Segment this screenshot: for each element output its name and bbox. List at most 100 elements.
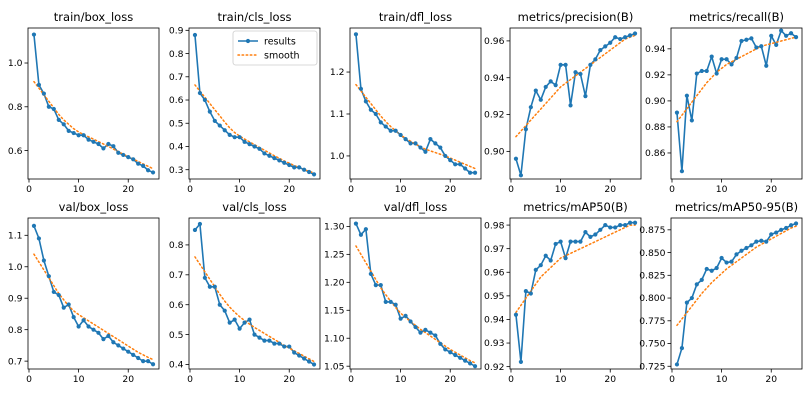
chart-metrics-map50-95-b-xtick-label: 10 — [716, 374, 728, 385]
chart-train-dfl-loss-results-point — [383, 124, 388, 129]
chart-metrics-map50-b-ytick-label: 0.96 — [484, 267, 505, 278]
chart-metrics-map50-b-results-point — [578, 239, 583, 244]
chart-train-box-loss-results-point — [101, 146, 106, 151]
chart-val-cls-loss-results-point — [287, 344, 292, 349]
chart-train-box-loss-results-point — [141, 163, 146, 168]
chart-val-box-loss-results-point — [51, 289, 56, 295]
chart-train-dfl-loss-xtick-label: 20 — [444, 184, 456, 195]
chart-val-dfl-loss-results-point — [383, 299, 388, 304]
chart-train-box-loss-results-line — [33, 34, 154, 174]
chart-train-dfl-loss-smooth-line — [355, 83, 476, 170]
chart-metrics-recall-b-ytick-label: 0.92 — [645, 70, 665, 81]
chart-val-dfl-loss-ytick-label: 1.20 — [324, 278, 345, 289]
chart-metrics-map50-95-b-axes-frame — [670, 217, 803, 370]
chart-val-dfl-loss-results-point — [378, 283, 383, 288]
chart-train-cls-loss-results-point — [252, 144, 257, 149]
chart-metrics-map50-95-b-results-point — [744, 245, 749, 251]
chart-metrics-precision-b-ytick-label: 0.90 — [484, 147, 505, 158]
chart-val-dfl-loss-results-point — [428, 330, 433, 335]
chart-metrics-precision-b-xtick-label: 0 — [508, 184, 514, 195]
chart-val-dfl-loss-results-point — [472, 364, 478, 369]
chart-metrics-recall-b-results-point — [764, 63, 769, 68]
chart-train-dfl-loss-results-point — [398, 132, 403, 138]
chart-metrics-recall-b-ytick-label: 0.94 — [645, 44, 666, 55]
chart-val-dfl-loss-xtick-label: 0 — [348, 374, 354, 385]
chart-val-box-loss-results-point — [56, 292, 61, 298]
chart-train-cls-loss-results-point — [292, 165, 297, 170]
chart-train-box-loss-results-point — [61, 122, 66, 127]
chart-metrics-precision-b-results-point — [523, 127, 528, 132]
chart-train-dfl-loss-results-point — [467, 170, 473, 175]
chart-metrics-map50-b-results-point — [538, 263, 543, 268]
chart-train-dfl-loss-ytick-label: 1.1 — [330, 109, 345, 120]
chart-metrics-map50-b-ytick-label: 0.97 — [484, 244, 505, 255]
chart-train-cls-loss-results-point — [311, 172, 317, 177]
chart-train-dfl-loss-results-point — [438, 145, 443, 150]
chart-train-dfl-loss-results-point — [453, 162, 458, 167]
chart-train-cls-loss-results-point — [207, 109, 212, 114]
chart-train-dfl-loss: train/dfl_loss 0 10 20 1.0 1.1 1.2 — [330, 10, 482, 195]
chart-train-dfl-loss-results-point — [378, 120, 383, 125]
chart-metrics-precision-b-results-point — [518, 173, 524, 178]
chart-val-cls-loss-results-point — [192, 227, 198, 233]
chart-metrics-map50-95-b-results-point — [739, 248, 744, 253]
chart-val-box-loss-results-point — [150, 362, 156, 367]
chart-metrics-precision-b-results-point — [583, 94, 588, 99]
chart-metrics-map50-95-b-results-line — [676, 222, 797, 365]
chart-metrics-map50-95-b-results-point — [679, 345, 685, 351]
chart-train-dfl-loss-results-point — [418, 145, 423, 150]
chart-train-dfl-loss-plot-area — [353, 32, 478, 175]
chart-val-dfl-loss-results-point — [368, 271, 373, 277]
chart-train-cls-loss-results-point — [222, 128, 227, 133]
chart-metrics-precision-b-ytick-label: 0.96 — [484, 36, 505, 47]
chart-metrics-map50-b: metrics/mAP50(B) 0 10 20 0.92 0.93 0.94 0.95 0.9… — [484, 200, 642, 385]
chart-val-cls-loss-results-line — [194, 223, 315, 366]
chart-train-dfl-loss-results-point — [353, 32, 359, 37]
chart-train-dfl-loss-ytick-label: 1.2 — [330, 67, 345, 78]
chart-train-dfl-loss-results-point — [413, 141, 418, 146]
chart-train-dfl-loss-results-point — [403, 137, 408, 142]
chart-train-dfl-loss-results-point — [408, 141, 413, 146]
chart-metrics-map50-95-b-results-point — [724, 260, 729, 265]
chart-metrics-map50-95-b-results-point — [764, 239, 769, 244]
chart-metrics-map50-b-axes-frame — [509, 217, 642, 370]
chart-metrics-recall-b-results-point — [709, 54, 714, 59]
chart-val-cls-loss-results-point — [217, 302, 222, 307]
chart-train-cls-loss-results-point — [267, 153, 272, 158]
chart-val-dfl-loss-results-point — [388, 299, 393, 304]
legend: results smooth — [232, 30, 318, 66]
chart-metrics-recall-b-plot-area — [674, 28, 799, 174]
chart-train-dfl-loss-ytick-label: 1.0 — [330, 151, 345, 162]
chart-metrics-precision-b-results-point — [533, 88, 538, 93]
chart-train-cls-loss-results-point — [282, 160, 287, 165]
chart-metrics-map50-b-xtick-label: 20 — [604, 374, 616, 385]
chart-metrics-precision-b-results-point — [588, 62, 593, 67]
chart-val-cls-loss-ytick-label: 0.6 — [169, 300, 184, 311]
legend-results-marker — [245, 38, 251, 44]
chart-val-dfl-loss-ytick-label: 1.15 — [324, 305, 345, 316]
chart-metrics-recall-b-results-point — [744, 37, 749, 42]
chart-val-box-loss-results-point — [61, 305, 66, 310]
chart-train-box-loss-results-point — [150, 170, 156, 175]
chart-val-cls-loss-results-point — [232, 317, 237, 322]
chart-train-dfl-loss-results-point — [458, 162, 463, 167]
chart-train-box-loss-results-point — [81, 133, 86, 138]
chart-val-dfl-loss-results-point — [433, 333, 438, 338]
chart-val-box-loss-results-point — [116, 343, 121, 348]
chart-val-dfl-loss-results-point — [438, 341, 443, 346]
chart-train-cls-loss-results-point — [306, 169, 312, 175]
chart-train-box-loss-results-point — [31, 32, 37, 37]
chart-train-box-loss-results-point — [86, 137, 91, 142]
chart-train-cls-loss-smooth-line — [194, 84, 315, 174]
chart-val-cls-loss-results-point — [242, 320, 247, 325]
chart-metrics-map50-95-b-results-point — [779, 227, 784, 232]
chart-metrics-recall-b-results-point — [769, 33, 774, 38]
chart-metrics-map50-b-results-point — [593, 232, 598, 237]
chart-metrics-map50-b-results-point — [627, 220, 633, 225]
chart-metrics-map50-95-b-results-point — [709, 268, 714, 273]
chart-metrics-recall-b-results-point — [704, 68, 709, 74]
chart-train-box-loss-results-point — [106, 141, 111, 147]
chart-metrics-map50-95-b-ytick-label: 0.825 — [639, 271, 665, 282]
chart-metrics-map50-b-ytick-label: 0.92 — [484, 362, 504, 373]
chart-train-cls-loss-results-point — [192, 32, 198, 38]
